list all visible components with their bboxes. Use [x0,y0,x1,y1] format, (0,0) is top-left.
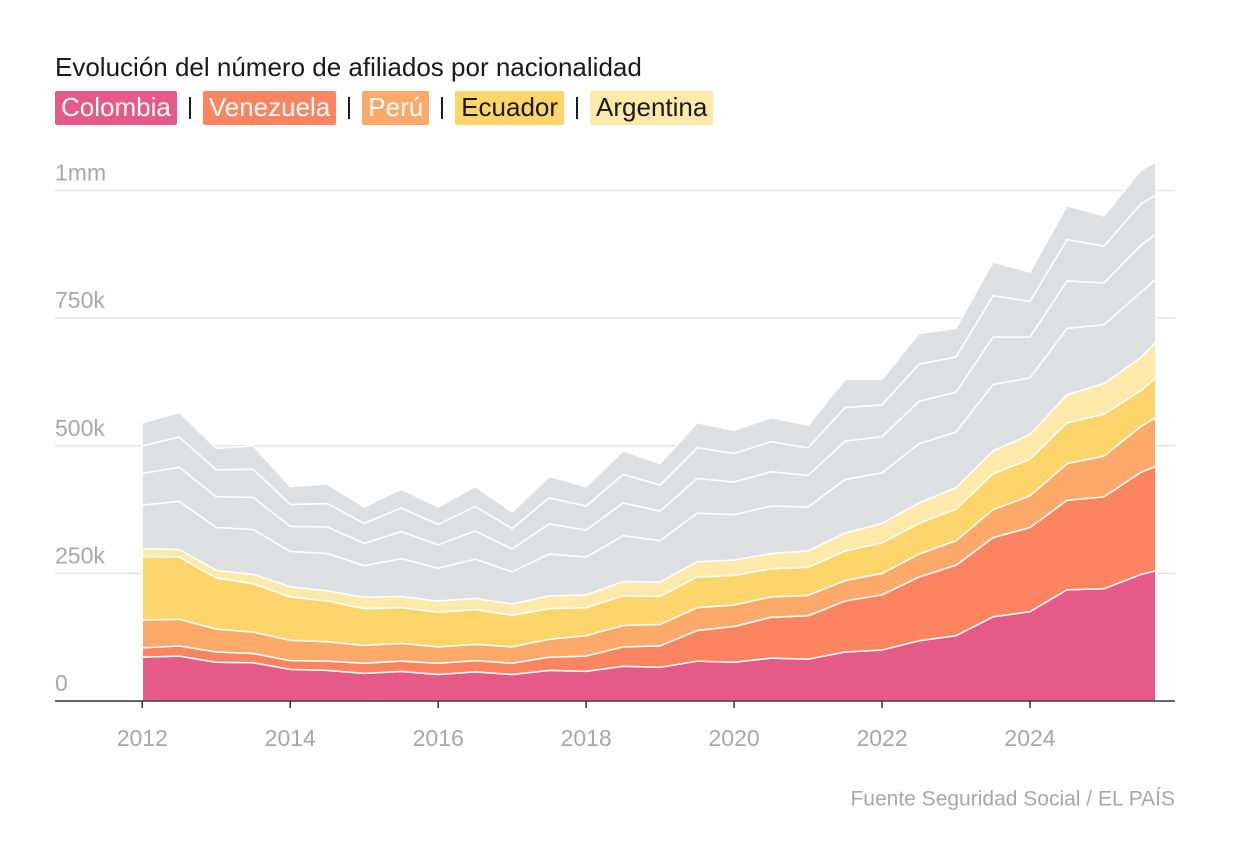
y-tick-label: 0 [55,670,68,696]
legend-separator [576,97,579,119]
y-tick-label: 750k [55,287,105,313]
legend: Colombia Venezuela Perú Ecuador Argentina [55,91,714,125]
y-tick-label: 1mm [55,160,106,186]
x-tick-label: 2014 [265,725,316,751]
x-tick-label: 2020 [709,725,760,751]
legend-entry: Argentina [590,91,714,125]
legend-entry: Perú [362,91,430,125]
x-tick-label: 2024 [1004,725,1055,751]
legend-entry: Colombia [55,91,177,125]
x-tick-label: 2012 [117,725,168,751]
header: Evolución del número de afiliados por na… [55,52,714,125]
y-tick-label: 500k [55,415,105,441]
legend-separator [348,97,351,119]
x-tick-label: 2022 [856,725,907,751]
source: Fuente Seguridad Social / EL PAÍS [850,788,1175,811]
legend-entry: Ecuador [455,91,565,125]
legend-separator [188,97,191,119]
area [141,161,1157,530]
x-tick-label: 2018 [561,725,612,751]
legend-separator [441,97,444,119]
chart-title: Evolución del número de afiliados por na… [55,52,642,82]
legend-entry: Venezuela [202,91,337,125]
x-tick-label: 2016 [413,725,464,751]
y-tick-label: 250k [55,542,105,568]
